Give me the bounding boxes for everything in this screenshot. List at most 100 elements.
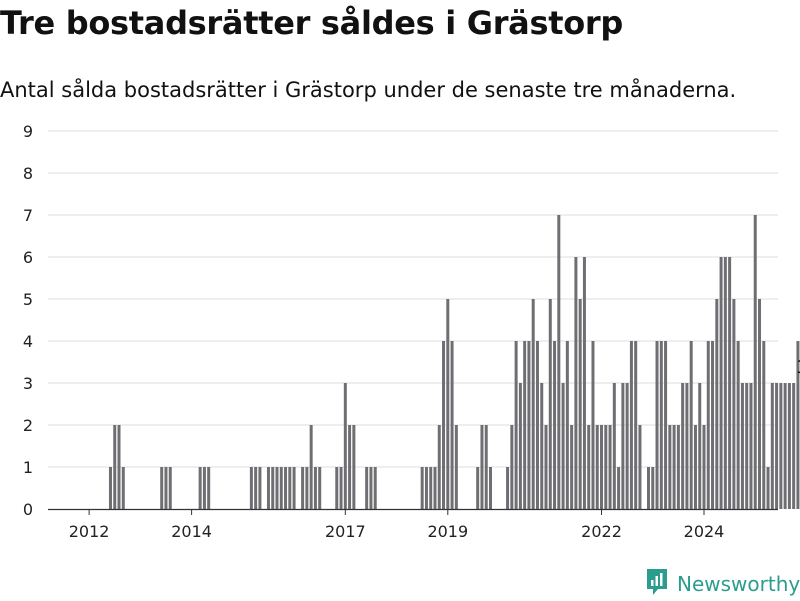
- bar: [506, 467, 510, 509]
- bar: [164, 467, 168, 509]
- bar: [484, 425, 488, 509]
- bar: [570, 425, 574, 509]
- bar: [160, 467, 164, 509]
- bar: [557, 215, 561, 509]
- bar: [711, 341, 715, 509]
- bar: [719, 257, 723, 509]
- bar: [736, 341, 740, 509]
- bar: [108, 467, 112, 509]
- bar: [740, 383, 744, 509]
- bar: [617, 467, 621, 509]
- bar: [523, 341, 527, 509]
- bar: [578, 299, 582, 509]
- bar: [207, 467, 211, 509]
- bar: [429, 467, 433, 509]
- bar: [514, 341, 518, 509]
- bar: [339, 467, 343, 509]
- y-tick-label: 6: [23, 248, 33, 267]
- bar: [343, 383, 347, 509]
- bar: [535, 341, 539, 509]
- bar: [608, 425, 612, 509]
- bar: [313, 467, 317, 509]
- bar: [672, 425, 676, 509]
- bar: [305, 467, 309, 509]
- brand-logo[interactable]: Newsworthy: [645, 568, 800, 600]
- bar: [621, 383, 625, 509]
- bar: [689, 341, 693, 509]
- bar: [480, 425, 484, 509]
- bar: [629, 341, 633, 509]
- bar: [749, 383, 753, 509]
- bar: [113, 425, 117, 509]
- bar: [288, 467, 292, 509]
- chart-title: Tre bostadsrätter såldes i Grästorp: [0, 4, 623, 42]
- x-tick-label: 2022: [581, 522, 622, 541]
- y-tick-label: 8: [23, 164, 33, 183]
- bar: [365, 467, 369, 509]
- bar: [792, 383, 796, 509]
- bar: [668, 425, 672, 509]
- y-tick-label: 7: [23, 206, 33, 225]
- bar: [544, 425, 548, 509]
- bar: [318, 467, 322, 509]
- bar: [373, 467, 377, 509]
- x-tick-label: 2024: [684, 522, 725, 541]
- bar: [510, 425, 514, 509]
- y-tick-label: 5: [23, 290, 33, 309]
- bar: [279, 467, 283, 509]
- bar: [531, 299, 535, 509]
- bar: [796, 341, 800, 509]
- bar: [693, 425, 697, 509]
- y-tick-label: 2: [23, 416, 33, 435]
- bar: [442, 341, 446, 509]
- bar: [561, 383, 565, 509]
- bar: [770, 383, 774, 509]
- bar: [168, 467, 172, 509]
- bar: [258, 467, 262, 509]
- bar: [292, 467, 296, 509]
- bar: [646, 467, 650, 509]
- bar: [638, 425, 642, 509]
- bar: [728, 257, 732, 509]
- newsworthy-logo-icon: [645, 567, 669, 601]
- bar: [450, 341, 454, 509]
- bar: [634, 341, 638, 509]
- bar: [202, 467, 206, 509]
- bar: [198, 467, 202, 509]
- x-tick-label: 2019: [427, 522, 468, 541]
- bar: [266, 467, 270, 509]
- bar: [787, 383, 791, 509]
- brand-name: Newsworthy: [677, 572, 800, 596]
- bar: [446, 299, 450, 509]
- bar: [540, 383, 544, 509]
- bar: [249, 467, 253, 509]
- bar: [420, 467, 424, 509]
- bar: [437, 425, 441, 509]
- bar: [335, 467, 339, 509]
- bar: [271, 467, 275, 509]
- bar: [604, 425, 608, 509]
- bar: [527, 341, 531, 509]
- bar: [284, 467, 288, 509]
- y-tick-label: 1: [23, 458, 33, 477]
- bar: [625, 383, 629, 509]
- bar: [489, 467, 492, 509]
- bar: [766, 467, 770, 509]
- bar: [698, 383, 702, 509]
- bar: [676, 425, 680, 509]
- bar: [424, 467, 428, 509]
- bar: [348, 425, 352, 509]
- bar: [518, 383, 522, 509]
- bar: [275, 467, 279, 509]
- bar: [706, 341, 710, 509]
- bar: [369, 467, 373, 509]
- bar: [553, 341, 557, 509]
- bar: [309, 425, 313, 509]
- y-tick-label: 3: [23, 374, 33, 393]
- bar: [612, 383, 616, 509]
- bar: [783, 383, 787, 509]
- latest-value-label: 3: [796, 357, 800, 378]
- bar: [779, 383, 783, 509]
- bar: [685, 383, 689, 509]
